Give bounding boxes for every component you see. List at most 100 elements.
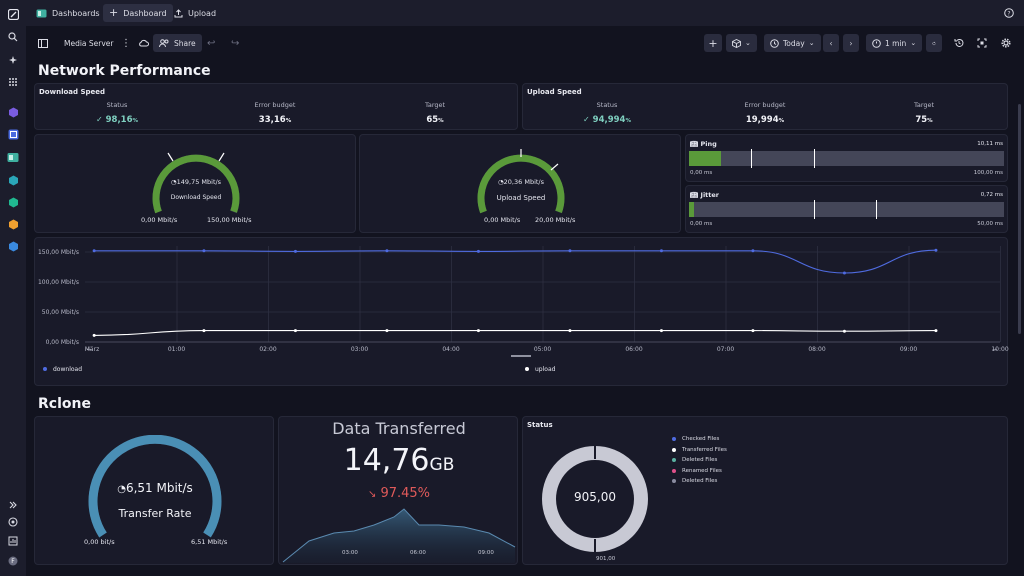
data-point-download[interactable] — [385, 249, 389, 253]
legend-upload[interactable]: upload — [525, 366, 555, 373]
data-point-download[interactable] — [293, 249, 297, 253]
shield-app-icon[interactable] — [7, 196, 19, 208]
dashboard-name[interactable]: Media Server — [64, 38, 114, 48]
settings-gear-icon[interactable] — [1001, 34, 1011, 52]
sparkle-icon[interactable] — [7, 54, 19, 66]
fullscreen-icon[interactable] — [977, 34, 987, 52]
timeframe-selector[interactable]: Today ⌄ — [764, 34, 821, 52]
gauge-value-text: 149,75 Mbit/s — [176, 178, 222, 186]
data-point-upload[interactable] — [476, 329, 480, 333]
legend-item[interactable]: Deleted Files — [672, 455, 727, 466]
legend-label: upload — [535, 366, 556, 373]
data-point-upload[interactable] — [659, 329, 663, 333]
timeframe-prev-button[interactable]: ‹ — [823, 34, 839, 52]
refresh-interval-selector[interactable]: 1 min ⌄ — [866, 34, 923, 52]
data-point-download[interactable] — [476, 249, 480, 253]
x-tick-label: 01:00 — [168, 346, 185, 353]
share-label: Share — [174, 38, 196, 48]
legend-item[interactable]: Transferred Files — [672, 445, 727, 456]
dashboard-toolbar: Media Server ⋮ Share ↩ ↪ + ⌄ Today ⌄ ‹ ›… — [26, 32, 1024, 54]
data-point-upload[interactable] — [568, 329, 572, 333]
refresh-button[interactable] — [926, 34, 942, 52]
data-point-upload[interactable] — [842, 329, 846, 333]
data-point-upload[interactable] — [293, 329, 297, 333]
pan-right-arrow[interactable]: → — [992, 346, 997, 353]
history-icon[interactable] — [954, 34, 964, 52]
section-title-network: Network Performance — [38, 63, 211, 79]
share-button[interactable]: Share — [153, 34, 202, 52]
help-circle-icon[interactable] — [7, 516, 19, 528]
add-tile-button[interactable]: + — [704, 34, 722, 52]
legend-item[interactable]: Checked Files — [672, 434, 727, 445]
data-point-upload[interactable] — [751, 329, 755, 333]
plugin-app-icon[interactable] — [7, 218, 19, 230]
app-logo-icon[interactable] — [7, 8, 19, 20]
status-donut — [542, 446, 648, 552]
data-point-upload[interactable] — [92, 333, 96, 337]
ping-marker — [814, 149, 815, 168]
activity-icon[interactable] — [7, 535, 19, 547]
legend-download[interactable]: download — [43, 366, 82, 373]
y-tick-label: 50,00 Mbit/s — [42, 309, 79, 316]
data-point-download[interactable] — [202, 249, 206, 253]
data-point-download[interactable] — [568, 249, 572, 253]
jitter-max: 50,00 ms — [977, 221, 1003, 227]
search-icon[interactable] — [7, 31, 19, 43]
cloud-sync-icon[interactable] — [138, 34, 149, 52]
dashboards-app-icon[interactable] — [7, 151, 19, 163]
data-point-download[interactable] — [659, 249, 663, 253]
segment-selector-button[interactable]: ⌄ — [726, 34, 757, 52]
tab-upload[interactable]: Upload — [168, 4, 222, 22]
status-number: 94,994 — [592, 115, 626, 125]
gauge-value: ◔149,75 Mbit/s — [146, 178, 246, 186]
expand-chevron-icon[interactable] — [7, 499, 19, 511]
speedometer-icon: ◔ — [117, 484, 126, 495]
change-indicator: ↘ 97.45% — [279, 486, 519, 501]
tab-dashboards[interactable]: Dashboards — [30, 4, 106, 22]
data-point-download[interactable] — [92, 249, 96, 253]
data-point-download[interactable] — [934, 248, 938, 252]
upload-icon — [174, 8, 183, 17]
timer-icon — [872, 38, 881, 48]
vertical-scrollbar[interactable] — [1018, 104, 1021, 334]
gauge-marker — [218, 152, 225, 162]
legend-label: Renamed Files — [682, 467, 722, 474]
series-line-upload[interactable] — [94, 330, 936, 336]
tab-label: Dashboards — [52, 8, 100, 18]
legend-label: download — [53, 366, 83, 373]
legend-swatch — [672, 437, 676, 442]
timeframe-next-button[interactable]: › — [843, 34, 859, 52]
box-app-icon[interactable] — [7, 240, 19, 252]
data-point-upload[interactable] — [385, 329, 389, 333]
more-options-icon[interactable]: ⋮ — [121, 37, 131, 49]
status-donut-tile: Status 905,00 901,00 Checked Files Trans… — [522, 416, 1008, 565]
tab-dashboard[interactable]: + Dashboard — [103, 4, 173, 22]
cube-app-icon[interactable] — [7, 106, 19, 118]
data-point-download[interactable] — [751, 249, 755, 253]
status-label: Status — [106, 101, 128, 109]
arrow-down-right-icon: ↘ — [367, 489, 377, 500]
hexagon-app-icon[interactable] — [7, 174, 19, 186]
status-label: Status — [596, 101, 618, 109]
pan-left-arrow[interactable]: ← — [87, 346, 92, 353]
gauge-max: 20,00 Mbit/s — [535, 216, 576, 224]
legend-item[interactable]: Renamed Files — [672, 466, 727, 477]
gauge-min: 0,00 Mbit/s — [141, 216, 178, 224]
data-point-download[interactable] — [842, 271, 846, 275]
series-line-download[interactable] — [94, 249, 936, 274]
dashboard-app-icon[interactable] — [7, 128, 19, 140]
apps-grid-icon[interactable] — [7, 76, 19, 88]
data-point-upload[interactable] — [934, 329, 938, 333]
check-circle-icon: ✓ — [95, 115, 103, 124]
undo-icon[interactable]: ↩ — [207, 37, 216, 49]
user-avatar-icon[interactable]: F — [7, 555, 19, 567]
help-icon[interactable]: ? — [1004, 8, 1014, 20]
jitter-bar-track — [689, 200, 1004, 219]
gauge-marker — [167, 152, 174, 162]
sidebar-toggle-icon[interactable] — [38, 34, 48, 52]
data-point-upload[interactable] — [202, 329, 206, 333]
data-transferred-tile: Data Transferred 14,76GB ↘ 97.45% 03:00 … — [278, 416, 518, 565]
legend-item[interactable]: Deleted Files — [672, 476, 727, 487]
error-number: 33,16 — [258, 115, 286, 125]
redo-icon[interactable]: ↪ — [231, 37, 240, 49]
